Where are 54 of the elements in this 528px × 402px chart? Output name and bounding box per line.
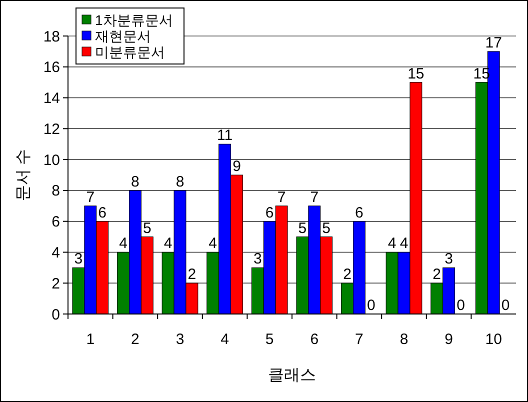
data-label: 3 bbox=[444, 250, 453, 268]
x-tick-label: 5 bbox=[265, 331, 274, 348]
y-tick-label: 18 bbox=[43, 28, 60, 46]
data-label: 2 bbox=[188, 266, 196, 284]
data-label: 5 bbox=[298, 220, 307, 237]
y-tick-label: 0 bbox=[52, 306, 60, 324]
data-label: 17 bbox=[485, 34, 502, 52]
legend-label: 재현문서 bbox=[95, 28, 151, 44]
y-tick-label: 14 bbox=[43, 90, 60, 108]
y-tick-label: 16 bbox=[43, 59, 60, 76]
data-label: 2 bbox=[343, 266, 352, 284]
x-tick-label: 2 bbox=[131, 331, 140, 348]
y-tick-label: 8 bbox=[52, 182, 60, 200]
data-label: 6 bbox=[265, 204, 274, 222]
data-label: 4 bbox=[119, 235, 128, 252]
legend-label: 미분류문서 bbox=[95, 44, 165, 60]
y-tick-label: 10 bbox=[43, 152, 60, 169]
data-label: 3 bbox=[253, 250, 262, 268]
data-label: 0 bbox=[501, 297, 510, 314]
data-label: 8 bbox=[176, 173, 184, 190]
y-tick-label: 2 bbox=[52, 275, 60, 292]
y-tick-label: 6 bbox=[52, 214, 60, 231]
data-label: 8 bbox=[131, 173, 140, 190]
y-tick-label: 4 bbox=[52, 244, 60, 262]
data-label: 0 bbox=[456, 297, 465, 314]
x-tick-label: 1 bbox=[86, 331, 95, 348]
data-label: 4 bbox=[164, 235, 172, 252]
data-label: 15 bbox=[408, 65, 424, 82]
data-label: 6 bbox=[355, 204, 364, 222]
data-label: 9 bbox=[232, 158, 241, 175]
x-tick-label: 6 bbox=[310, 331, 319, 348]
data-label: 4 bbox=[400, 235, 408, 252]
y-tick-label: 12 bbox=[43, 120, 60, 138]
data-label: 5 bbox=[322, 220, 331, 237]
data-label: 7 bbox=[310, 188, 319, 206]
x-axis-title: 클래스 bbox=[268, 367, 316, 384]
data-label: 5 bbox=[142, 220, 152, 237]
x-tick-label: 9 bbox=[444, 331, 453, 348]
data-label: 4 bbox=[208, 235, 218, 252]
x-tick-label: 10 bbox=[485, 331, 502, 348]
data-label: 4 bbox=[388, 235, 396, 252]
data-label: 7 bbox=[86, 188, 95, 206]
data-label: 6 bbox=[98, 204, 107, 222]
data-label: 3 bbox=[74, 250, 83, 268]
data-label: 2 bbox=[432, 266, 442, 284]
data-label: 7 bbox=[277, 188, 286, 206]
x-tick-label: 3 bbox=[176, 331, 184, 348]
x-tick-label: 8 bbox=[400, 331, 408, 348]
x-tick-label: 4 bbox=[220, 331, 229, 348]
legend-label: 1차분류문서 bbox=[95, 12, 173, 28]
y-axis-title: 문서 수 bbox=[15, 148, 32, 202]
x-tick-label: 7 bbox=[355, 331, 364, 348]
data-label: 0 bbox=[366, 297, 376, 314]
data-label: 11 bbox=[217, 127, 233, 144]
